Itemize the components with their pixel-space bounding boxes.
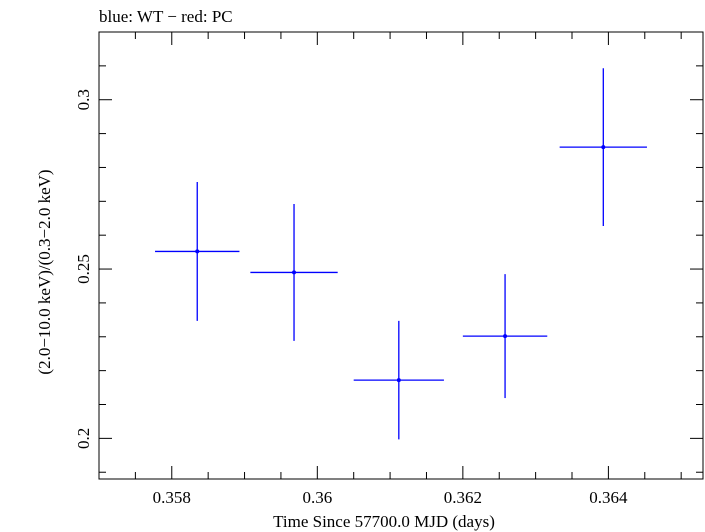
data-point [559,68,647,227]
y-tick-label: 0.25 [74,254,93,284]
x-tick-label: 0.362 [444,488,482,507]
data-point [155,182,240,321]
x-tick-label: 0.36 [302,488,332,507]
data-point [353,320,444,440]
x-axis-label: Time Since 57700.0 MJD (days) [273,512,495,531]
x-tick-label: 0.364 [589,488,628,507]
chart-title: blue: WT − red: PC [99,7,233,26]
data-marker [396,378,401,383]
data-marker [601,145,606,150]
data-point [462,274,548,399]
data-marker [195,249,200,254]
y-tick-label: 0.3 [74,89,93,110]
y-axis-label: (2.0−10.0 keV)/(0.3−2.0 keV) [35,169,54,374]
data-marker [503,334,508,339]
plot-frame [98,31,704,480]
data-series [155,68,647,440]
y-tick-label: 0.2 [74,428,93,449]
x-axis: 0.358 0.36 0.362 0.364 [98,32,682,507]
data-marker [292,270,297,275]
x-tick-label: 0.358 [153,488,191,507]
data-point [250,204,338,341]
y-axis: 0.2 0.25 0.3 [74,31,703,473]
